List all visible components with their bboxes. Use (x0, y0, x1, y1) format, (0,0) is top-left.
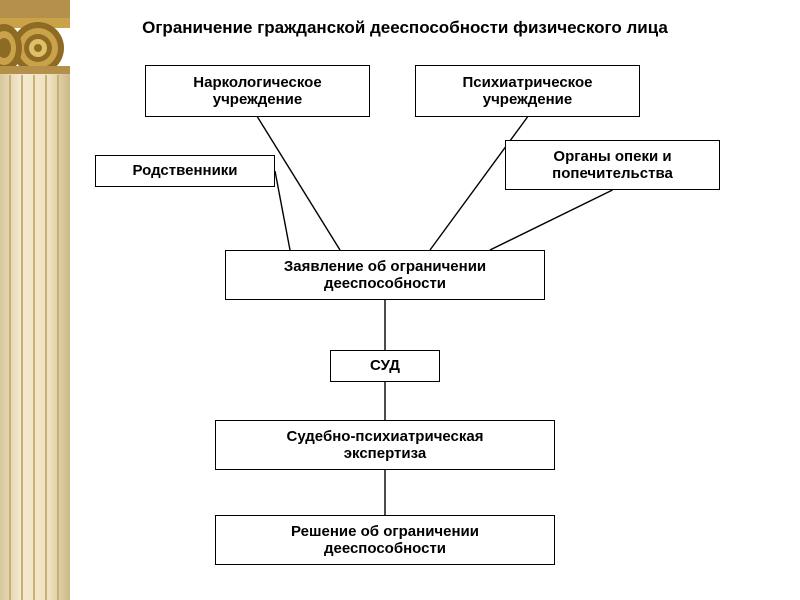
flowchart-node: Психиатрическоеучреждение (415, 65, 640, 117)
flowchart-edges (0, 0, 800, 600)
diagram-canvas: Ограничение гражданской дееспособности ф… (0, 0, 800, 600)
diagram-title: Ограничение гражданской дееспособности ф… (85, 18, 725, 38)
ionic-column-decoration (0, 0, 70, 600)
flowchart-node: Органы опеки ипопечительства (505, 140, 720, 190)
flowchart-node: Судебно-психиатрическаяэкспертиза (215, 420, 555, 470)
flowchart-node: Решение об ограничениидееспособности (215, 515, 555, 565)
flowchart-node: СУД (330, 350, 440, 382)
flowchart-node: Наркологическоеучреждение (145, 65, 370, 117)
flowchart-node: Родственники (95, 155, 275, 187)
flowchart-node: Заявление об ограничениидееспособности (225, 250, 545, 300)
